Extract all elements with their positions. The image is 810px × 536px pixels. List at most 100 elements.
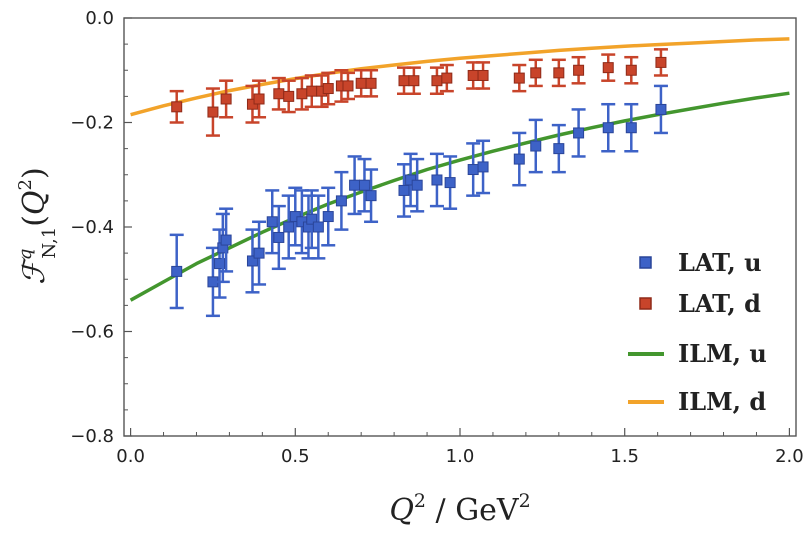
marker xyxy=(220,234,232,246)
legend-marker-lat-u xyxy=(639,256,652,269)
data-point-lat-d xyxy=(321,71,336,106)
marker xyxy=(296,88,308,100)
data-point-lat-u xyxy=(410,157,425,213)
marker xyxy=(322,211,334,223)
data-point-lat-d xyxy=(219,79,234,119)
data-point-lat-u xyxy=(252,220,267,286)
data-point-lat-u xyxy=(212,228,227,299)
marker xyxy=(220,93,232,105)
y-ticks: 0.0 −0.2 −0.4 −0.6 −0.8 xyxy=(70,8,132,447)
marker xyxy=(335,195,347,207)
marker xyxy=(349,179,361,191)
marker xyxy=(266,216,278,228)
marker xyxy=(398,184,410,196)
marker xyxy=(253,247,265,259)
data-point-lat-d xyxy=(334,69,349,103)
marker xyxy=(530,140,542,152)
curve-ilm-u xyxy=(129,91,790,302)
legend-label-lat-u: LAT, u xyxy=(678,248,762,277)
curve-ilm-d xyxy=(130,37,790,117)
marker xyxy=(246,255,258,267)
marker xyxy=(283,90,295,102)
data-point-lat-d xyxy=(271,76,286,111)
data-point-lat-d xyxy=(252,79,267,119)
data-point-lat-d xyxy=(551,58,566,88)
marker xyxy=(312,221,324,233)
y-tick-label: 0.0 xyxy=(85,8,114,29)
data-point-lat-u xyxy=(321,186,336,247)
marker xyxy=(342,80,354,92)
legend-label-ilm-d: ILM, d xyxy=(678,387,766,416)
data-point-lat-u xyxy=(601,102,616,153)
marker xyxy=(573,64,585,76)
legend-marker-lat-d xyxy=(639,297,652,310)
data-point-lat-d xyxy=(512,63,527,93)
data-point-lat-d xyxy=(341,71,355,101)
data-point-lat-d xyxy=(406,66,421,96)
x-tick-label: 0.0 xyxy=(116,446,145,467)
marker xyxy=(602,122,614,134)
y-tick-label: −0.2 xyxy=(70,113,114,134)
data-point-lat-d xyxy=(601,53,616,82)
marker xyxy=(365,190,377,202)
marker xyxy=(408,75,420,87)
x-tick-label: 0.5 xyxy=(281,446,310,467)
data-point-lat-d xyxy=(429,66,444,96)
data-point-lat-u xyxy=(571,108,586,158)
marker xyxy=(411,179,423,191)
marker xyxy=(273,88,285,100)
legend: LAT, u LAT, d ILM, u ILM, d xyxy=(628,248,767,416)
marker xyxy=(477,69,489,81)
marker xyxy=(398,75,410,87)
data-point-lat-u xyxy=(169,233,184,310)
data-point-lat-u xyxy=(304,189,319,250)
data-point-lat-u xyxy=(265,189,280,255)
data-point-lat-d xyxy=(439,63,454,93)
marker xyxy=(273,231,285,243)
marker xyxy=(477,161,489,173)
data-point-lat-d xyxy=(364,69,379,98)
marker xyxy=(306,85,318,97)
y-axis-label: ℱq N,1(Q2) xyxy=(15,167,60,284)
marker xyxy=(431,174,443,186)
curves-layer xyxy=(129,37,790,302)
x-tick-label: 1.0 xyxy=(446,446,475,467)
marker xyxy=(467,69,479,81)
marker xyxy=(355,77,367,89)
marker xyxy=(365,77,377,89)
data-point-lat-u xyxy=(653,84,668,135)
data-point-lat-u xyxy=(288,186,303,247)
marker xyxy=(431,75,443,87)
marker xyxy=(625,122,637,134)
data-point-lat-u xyxy=(281,194,296,260)
data-point-lat-d xyxy=(653,48,668,77)
data-point-lat-u xyxy=(334,170,349,231)
data-point-lat-u xyxy=(294,189,309,255)
marker xyxy=(553,143,565,155)
marker xyxy=(441,72,453,84)
marker xyxy=(573,127,585,139)
data-point-lat-u xyxy=(528,118,543,174)
marker xyxy=(625,64,637,76)
marker xyxy=(306,213,318,225)
marker xyxy=(467,164,479,176)
data-point-lat-d xyxy=(205,87,220,137)
marker xyxy=(214,258,226,270)
data-point-lat-u xyxy=(271,204,286,271)
y-tick-label: −0.6 xyxy=(70,322,114,343)
marker xyxy=(655,103,667,115)
data-point-lat-u xyxy=(624,102,639,153)
x-tick-label: 2.0 xyxy=(775,446,804,467)
data-point-lat-u xyxy=(357,157,372,213)
data-point-lat-u xyxy=(397,163,411,218)
marker xyxy=(207,106,219,118)
marker xyxy=(530,67,542,79)
data-point-lat-u xyxy=(512,131,527,187)
data-point-lat-d xyxy=(624,55,639,85)
marker xyxy=(171,101,183,113)
marker xyxy=(253,93,265,105)
data-point-lat-u xyxy=(364,168,379,224)
marker xyxy=(602,62,614,74)
data-point-lat-u xyxy=(476,139,491,195)
